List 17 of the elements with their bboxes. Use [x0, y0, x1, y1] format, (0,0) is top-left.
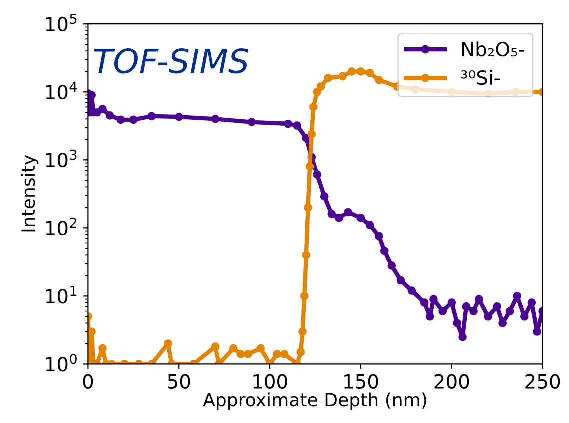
annotation: TOF-SIMS	[94, 48, 249, 74]
y-tick-label: 10$^{1}$	[46, 286, 77, 304]
x-tick-label: 0	[83, 374, 94, 389]
y-axis-title: Intensity	[21, 155, 39, 232]
y-tick-label: 10$^{2}$	[46, 218, 76, 236]
legend-label: ³⁰Si-	[461, 70, 500, 86]
x-tick-label: 250	[526, 374, 560, 389]
x-tick-label: 150	[344, 374, 378, 389]
legend-label: Nb₂O₅-	[462, 42, 524, 57]
y-tick-label: 10$^{3}$	[46, 150, 77, 168]
y-tick-label: 10$^{0}$	[46, 354, 77, 372]
x-tick-label: 100	[254, 374, 288, 389]
y-tick-label: 10$^{5}$	[46, 14, 77, 32]
x-axis-title: Approximate Depth (nm)	[203, 392, 426, 410]
x-tick-label: 200	[434, 374, 470, 389]
x-tick-label: 50	[168, 374, 190, 389]
y-tick-label: 10$^{4}$	[46, 82, 78, 100]
